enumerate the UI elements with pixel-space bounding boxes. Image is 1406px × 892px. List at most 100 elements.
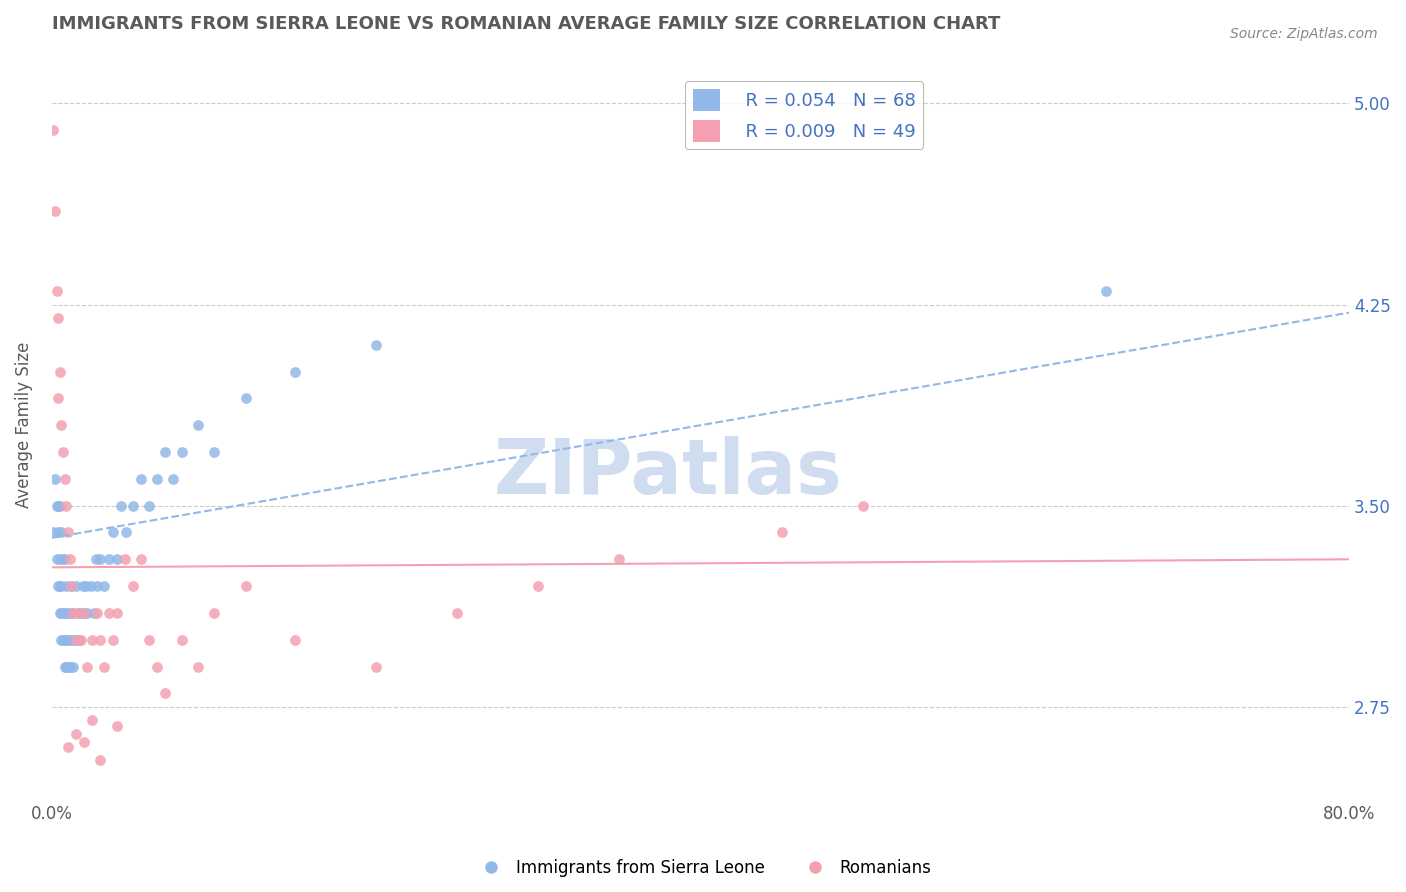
Point — [770, 525, 793, 540]
Point — [103, 525, 125, 540]
Point — [446, 606, 468, 620]
Point — [60, 579, 83, 593]
Point — [67, 632, 90, 647]
Point — [51, 579, 73, 593]
Point — [83, 606, 105, 620]
Point — [52, 606, 75, 620]
Point — [53, 606, 76, 620]
Point — [45, 499, 67, 513]
Point — [56, 659, 79, 673]
Point — [65, 726, 87, 740]
Point — [155, 686, 177, 700]
Point — [170, 632, 193, 647]
Point — [73, 734, 96, 748]
Point — [56, 632, 79, 647]
Point — [187, 418, 209, 433]
Point — [63, 632, 86, 647]
Text: IMMIGRANTS FROM SIERRA LEONE VS ROMANIAN AVERAGE FAMILY SIZE CORRELATION CHART: IMMIGRANTS FROM SIERRA LEONE VS ROMANIAN… — [52, 15, 1000, 33]
Point — [86, 579, 108, 593]
Point — [49, 365, 72, 379]
Point — [45, 552, 67, 566]
Point — [89, 632, 111, 647]
Point — [114, 552, 136, 566]
Point — [138, 632, 160, 647]
Legend:   R = 0.054   N = 68,   R = 0.009   N = 49: R = 0.054 N = 68, R = 0.009 N = 49 — [686, 81, 924, 149]
Point — [49, 579, 72, 593]
Point — [42, 123, 65, 137]
Point — [366, 338, 388, 352]
Point — [65, 632, 87, 647]
Point — [202, 606, 225, 620]
Point — [76, 606, 98, 620]
Point — [52, 445, 75, 459]
Point — [146, 472, 169, 486]
Point — [89, 753, 111, 767]
Point — [51, 632, 73, 647]
Point — [82, 713, 104, 727]
Point — [110, 499, 132, 513]
Point — [51, 525, 73, 540]
Point — [76, 659, 98, 673]
Point — [51, 418, 73, 433]
Point — [52, 552, 75, 566]
Point — [97, 552, 120, 566]
Point — [284, 365, 307, 379]
Point — [46, 392, 69, 406]
Point — [187, 659, 209, 673]
Point — [162, 472, 184, 486]
Point — [60, 579, 83, 593]
Point — [55, 499, 77, 513]
Point — [49, 499, 72, 513]
Point — [170, 445, 193, 459]
Point — [65, 632, 87, 647]
Point — [1095, 284, 1118, 298]
Point — [84, 552, 107, 566]
Point — [70, 606, 93, 620]
Point — [73, 606, 96, 620]
Legend: Immigrants from Sierra Leone, Romanians: Immigrants from Sierra Leone, Romanians — [468, 853, 938, 884]
Point — [44, 472, 66, 486]
Point — [58, 606, 80, 620]
Point — [55, 579, 77, 593]
Point — [56, 739, 79, 754]
Point — [235, 579, 257, 593]
Point — [58, 659, 80, 673]
Point — [366, 659, 388, 673]
Point — [56, 525, 79, 540]
Point — [105, 552, 128, 566]
Point — [53, 659, 76, 673]
Point — [121, 499, 143, 513]
Point — [56, 606, 79, 620]
Point — [62, 606, 84, 620]
Point — [53, 472, 76, 486]
Point — [46, 310, 69, 325]
Point — [609, 552, 631, 566]
Point — [103, 632, 125, 647]
Point — [138, 499, 160, 513]
Point — [58, 552, 80, 566]
Point — [53, 632, 76, 647]
Point — [52, 632, 75, 647]
Point — [97, 606, 120, 620]
Point — [86, 606, 108, 620]
Point — [73, 606, 96, 620]
Y-axis label: Average Family Size: Average Family Size — [15, 342, 32, 508]
Point — [65, 579, 87, 593]
Point — [51, 606, 73, 620]
Point — [93, 579, 115, 593]
Point — [66, 606, 89, 620]
Point — [89, 552, 111, 566]
Point — [146, 659, 169, 673]
Point — [45, 284, 67, 298]
Point — [53, 552, 76, 566]
Point — [105, 718, 128, 732]
Point — [55, 632, 77, 647]
Point — [79, 579, 101, 593]
Point — [42, 525, 65, 540]
Point — [129, 472, 152, 486]
Point — [44, 203, 66, 218]
Point — [62, 606, 84, 620]
Point — [202, 445, 225, 459]
Point — [852, 499, 875, 513]
Point — [46, 579, 69, 593]
